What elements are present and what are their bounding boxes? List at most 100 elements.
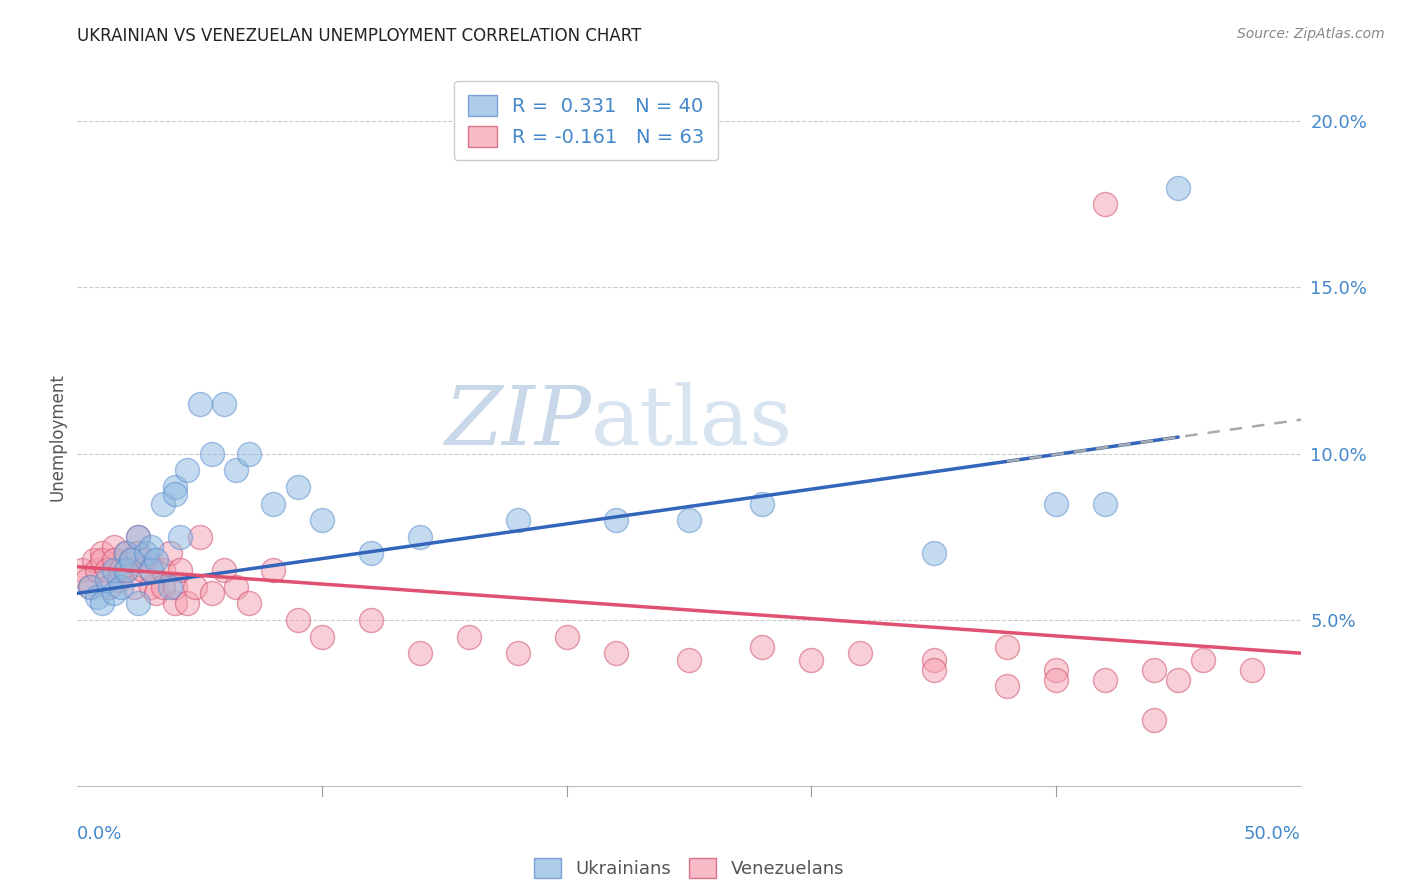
- Point: [165, 596, 187, 610]
- Point: [135, 553, 157, 567]
- Point: [79, 580, 101, 594]
- Point: [86, 590, 108, 604]
- Point: [145, 586, 167, 600]
- Point: [1191, 653, 1213, 667]
- Point: [849, 646, 872, 660]
- Point: [152, 497, 174, 511]
- Point: [311, 513, 333, 527]
- Point: [96, 563, 118, 577]
- Text: 0.0%: 0.0%: [77, 825, 122, 843]
- Point: [169, 563, 191, 577]
- Point: [128, 530, 150, 544]
- Point: [188, 397, 211, 411]
- Point: [922, 653, 945, 667]
- Point: [83, 553, 105, 567]
- Point: [120, 553, 142, 567]
- Point: [995, 680, 1018, 694]
- Point: [225, 580, 247, 594]
- Point: [1045, 497, 1067, 511]
- Text: Source: ZipAtlas.com: Source: ZipAtlas.com: [1237, 27, 1385, 41]
- Point: [1143, 713, 1166, 727]
- Point: [800, 653, 823, 667]
- Point: [262, 563, 284, 577]
- Point: [1045, 673, 1067, 687]
- Point: [159, 546, 181, 560]
- Point: [110, 563, 132, 577]
- Point: [287, 613, 309, 627]
- Point: [115, 546, 138, 560]
- Point: [409, 646, 432, 660]
- Point: [108, 573, 131, 587]
- Point: [678, 653, 700, 667]
- Point: [165, 486, 187, 500]
- Point: [115, 563, 138, 577]
- Point: [90, 596, 112, 610]
- Point: [922, 546, 945, 560]
- Point: [409, 530, 432, 544]
- Point: [605, 513, 627, 527]
- Point: [1094, 197, 1116, 211]
- Point: [103, 553, 125, 567]
- Point: [678, 513, 700, 527]
- Point: [1045, 663, 1067, 677]
- Point: [169, 530, 191, 544]
- Point: [96, 573, 118, 587]
- Point: [128, 546, 150, 560]
- Point: [238, 447, 260, 461]
- Point: [311, 630, 333, 644]
- Point: [159, 580, 181, 594]
- Point: [506, 513, 529, 527]
- Point: [98, 580, 121, 594]
- Point: [103, 540, 125, 554]
- Point: [76, 573, 98, 587]
- Point: [70, 563, 93, 577]
- Point: [128, 530, 150, 544]
- Point: [86, 563, 108, 577]
- Point: [165, 480, 187, 494]
- Point: [1240, 663, 1263, 677]
- Point: [152, 580, 174, 594]
- Point: [922, 663, 945, 677]
- Point: [360, 613, 382, 627]
- Point: [79, 580, 101, 594]
- Point: [90, 546, 112, 560]
- Point: [751, 640, 773, 654]
- Point: [1167, 180, 1189, 194]
- Point: [184, 580, 207, 594]
- Point: [176, 596, 198, 610]
- Point: [128, 596, 150, 610]
- Point: [238, 596, 260, 610]
- Point: [115, 563, 138, 577]
- Point: [115, 546, 138, 560]
- Point: [176, 463, 198, 477]
- Point: [139, 580, 162, 594]
- Point: [1143, 663, 1166, 677]
- Point: [135, 546, 157, 560]
- Point: [201, 447, 224, 461]
- Point: [212, 563, 235, 577]
- Text: atlas: atlas: [591, 383, 793, 462]
- Point: [1094, 497, 1116, 511]
- Point: [225, 463, 247, 477]
- Point: [145, 553, 167, 567]
- Legend: Ukrainians, Venezuelans: Ukrainians, Venezuelans: [523, 847, 855, 888]
- Point: [555, 630, 578, 644]
- Point: [751, 497, 773, 511]
- Point: [995, 640, 1018, 654]
- Point: [360, 546, 382, 560]
- Point: [201, 586, 224, 600]
- Point: [90, 553, 112, 567]
- Point: [506, 646, 529, 660]
- Point: [139, 540, 162, 554]
- Point: [188, 530, 211, 544]
- Point: [287, 480, 309, 494]
- Point: [103, 563, 125, 577]
- Text: 50.0%: 50.0%: [1244, 825, 1301, 843]
- Text: UKRAINIAN VS VENEZUELAN UNEMPLOYMENT CORRELATION CHART: UKRAINIAN VS VENEZUELAN UNEMPLOYMENT COR…: [77, 27, 641, 45]
- Point: [212, 397, 235, 411]
- Point: [152, 563, 174, 577]
- Point: [1167, 673, 1189, 687]
- Point: [262, 497, 284, 511]
- Point: [132, 563, 155, 577]
- Point: [139, 563, 162, 577]
